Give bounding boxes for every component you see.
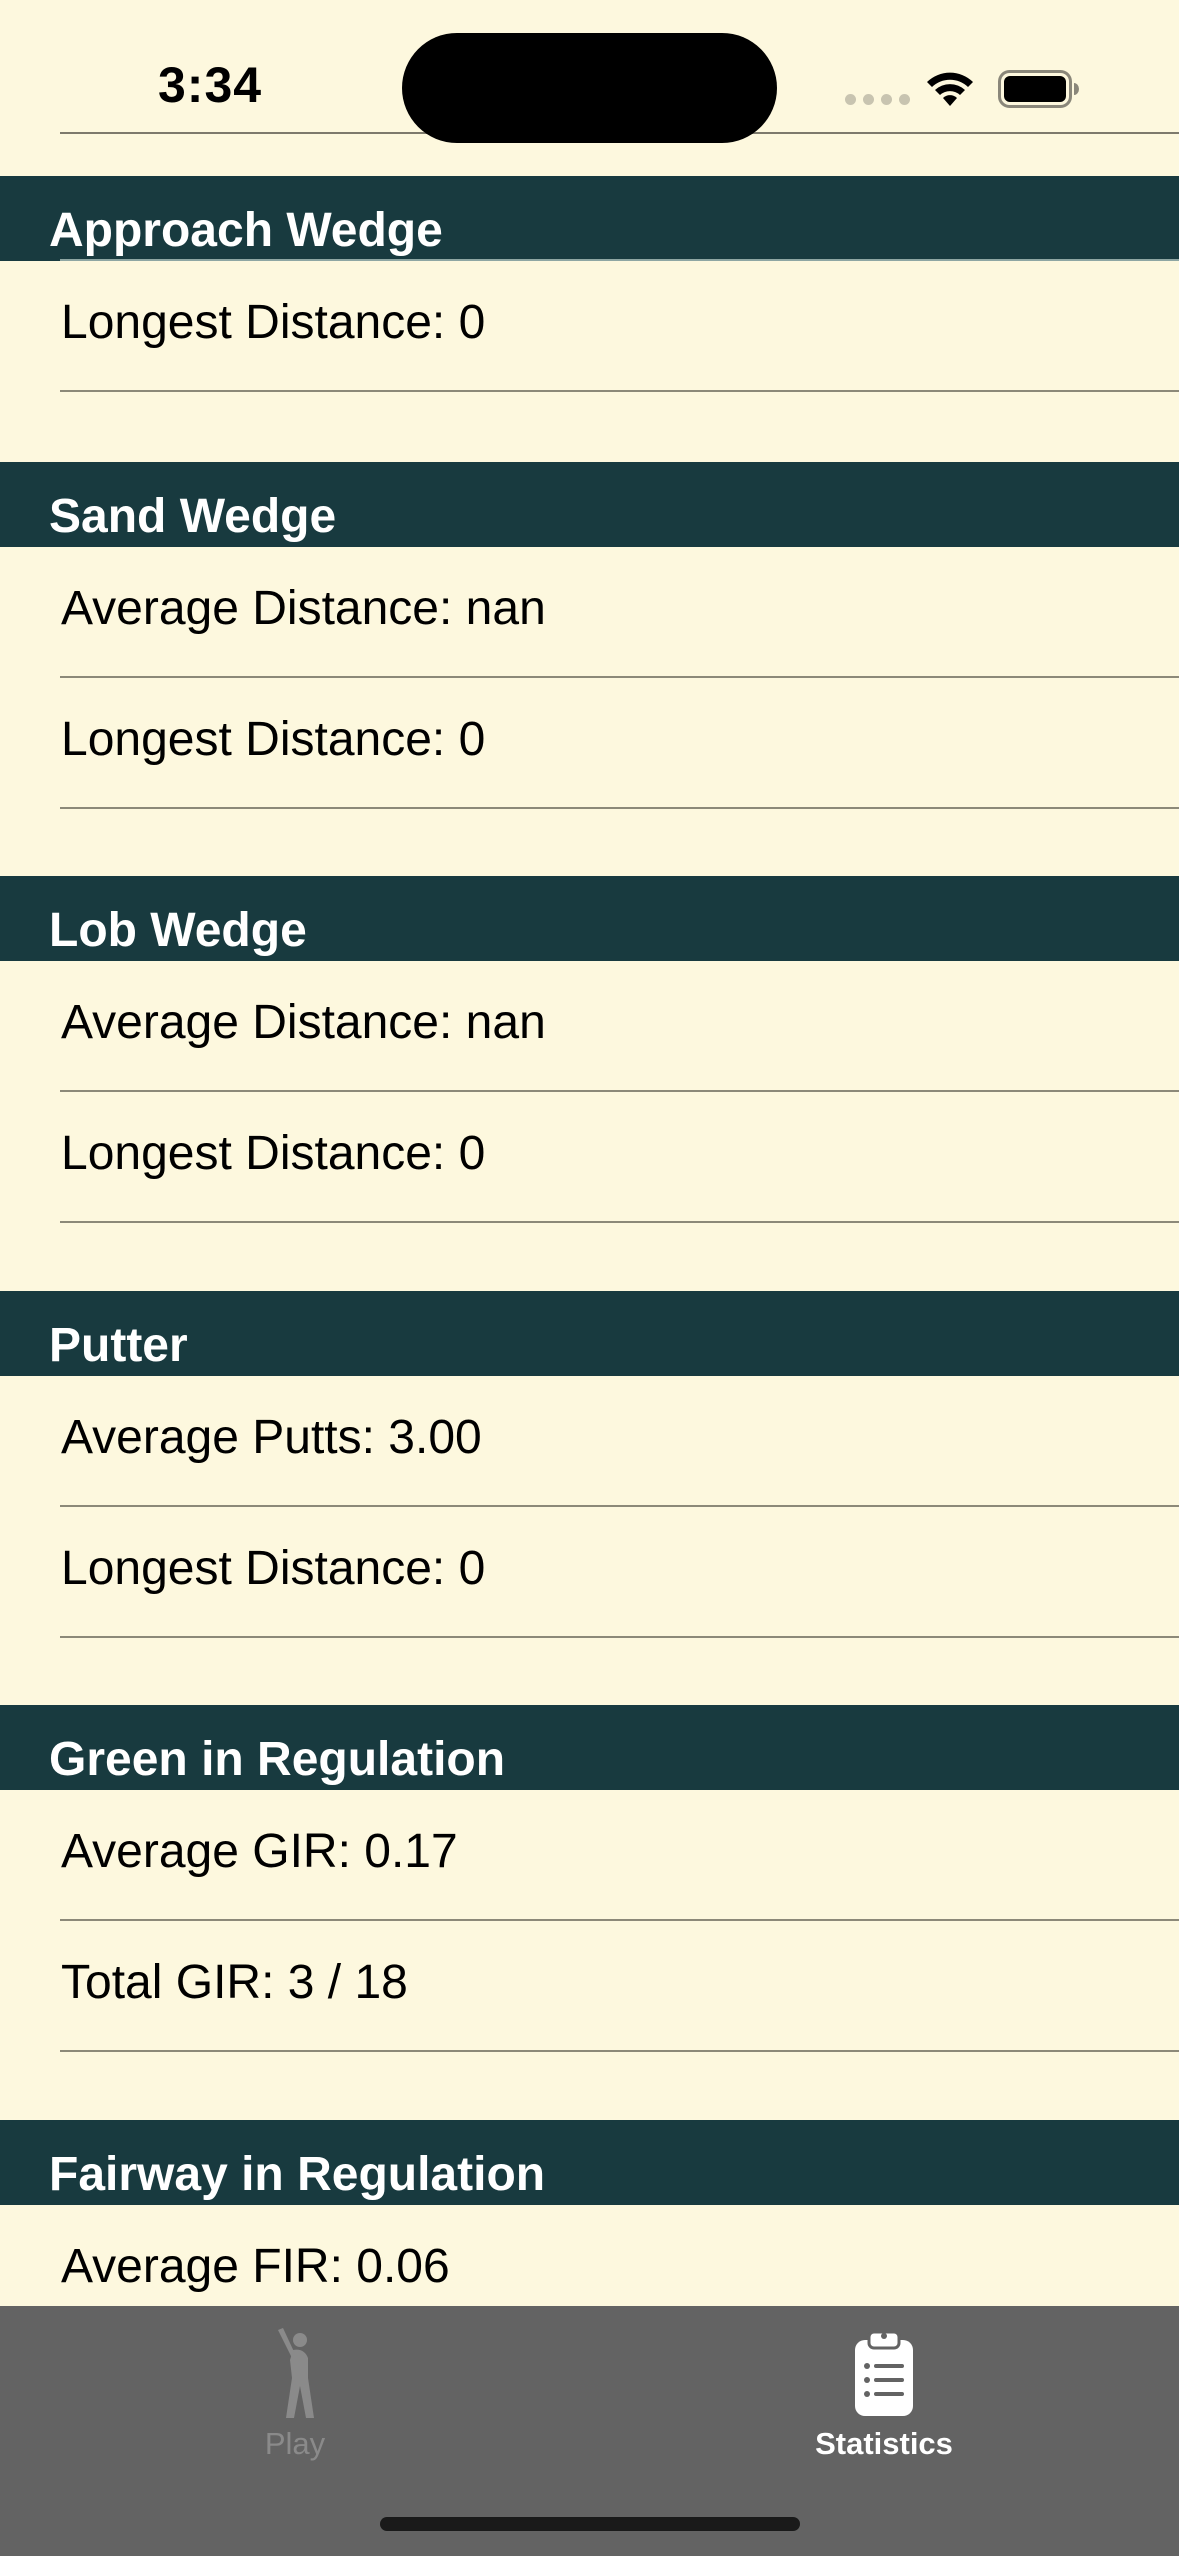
stat-row: Longest Distance: 0 (60, 678, 1179, 809)
tab-play[interactable]: Play (145, 2326, 445, 2459)
stat-row: Longest Distance: 0 (60, 1507, 1179, 1638)
section-sand-wedge: Sand Wedge Average Distance: nan Longest… (0, 462, 1179, 809)
dynamic-island (402, 33, 777, 143)
stat-row: Longest Distance: 0 (60, 261, 1179, 392)
stat-label: Average GIR: 0.17 (61, 1825, 458, 1878)
stat-label: Longest Distance: 0 (61, 1542, 486, 1595)
stat-row: Average Distance: nan (60, 547, 1179, 678)
section-putter: Putter Average Putts: 3.00 Longest Dista… (0, 1291, 1179, 1638)
section-title: Green in Regulation (49, 1733, 506, 1786)
wifi-icon (927, 72, 973, 106)
home-indicator[interactable] (380, 2517, 800, 2531)
section-header: Approach Wedge (0, 176, 1179, 261)
section-header: Fairway in Regulation (0, 2120, 1179, 2205)
section-title: Fairway in Regulation (49, 2148, 546, 2201)
section-header: Green in Regulation (0, 1705, 1179, 1790)
clipboard-list-icon (855, 2330, 913, 2416)
section-title: Approach Wedge (49, 204, 443, 257)
stat-label: Average Distance: nan (61, 996, 546, 1049)
cellular-signal-icon (845, 94, 910, 105)
stat-row: Longest Distance: 0 (60, 1092, 1179, 1223)
tab-bar: Play Statistics (0, 2306, 1179, 2556)
section-fairway-in-regulation: Fairway in Regulation Average FIR: 0.06 (0, 2120, 1179, 2306)
stat-label: Average Distance: nan (61, 582, 546, 635)
stat-label: Longest Distance: 0 (61, 713, 486, 766)
section-title: Lob Wedge (49, 904, 307, 957)
battery-icon (998, 70, 1079, 108)
stat-label: Longest Distance: 0 (61, 1127, 486, 1180)
section-lob-wedge: Lob Wedge Average Distance: nan Longest … (0, 876, 1179, 1223)
section-header: Lob Wedge (0, 876, 1179, 961)
section-approach-wedge: Approach Wedge Longest Distance: 0 (0, 176, 1179, 392)
stat-row: Average Putts: 3.00 (60, 1376, 1179, 1507)
tab-statistics-label: Statistics (815, 2426, 953, 2461)
stat-label: Longest Distance: 0 (61, 296, 486, 349)
stat-row: Average GIR: 0.17 (60, 1790, 1179, 1921)
section-header: Sand Wedge (0, 462, 1179, 547)
tab-play-label: Play (264, 2426, 326, 2461)
section-title: Sand Wedge (49, 490, 337, 543)
stat-label: Total GIR: 3 / 18 (61, 1956, 408, 2009)
stat-row: Total GIR: 3 / 18 (60, 1921, 1179, 2052)
stat-label: Average Putts: 3.00 (61, 1411, 482, 1464)
tab-statistics[interactable]: Statistics (734, 2326, 1034, 2459)
stat-row: Average FIR: 0.06 (60, 2205, 1179, 2306)
stat-label: Average FIR: 0.06 (61, 2240, 450, 2293)
section-header: Putter (0, 1291, 1179, 1376)
statistics-scroll-view[interactable]: Approach Wedge Longest Distance: 0 Sand … (0, 0, 1179, 2306)
golfer-icon (278, 2328, 314, 2418)
section-green-in-regulation: Green in Regulation Average GIR: 0.17 To… (0, 1705, 1179, 2052)
status-time: 3:34 (158, 57, 263, 113)
section-title: Putter (49, 1319, 188, 1372)
stat-row: Average Distance: nan (60, 961, 1179, 1092)
